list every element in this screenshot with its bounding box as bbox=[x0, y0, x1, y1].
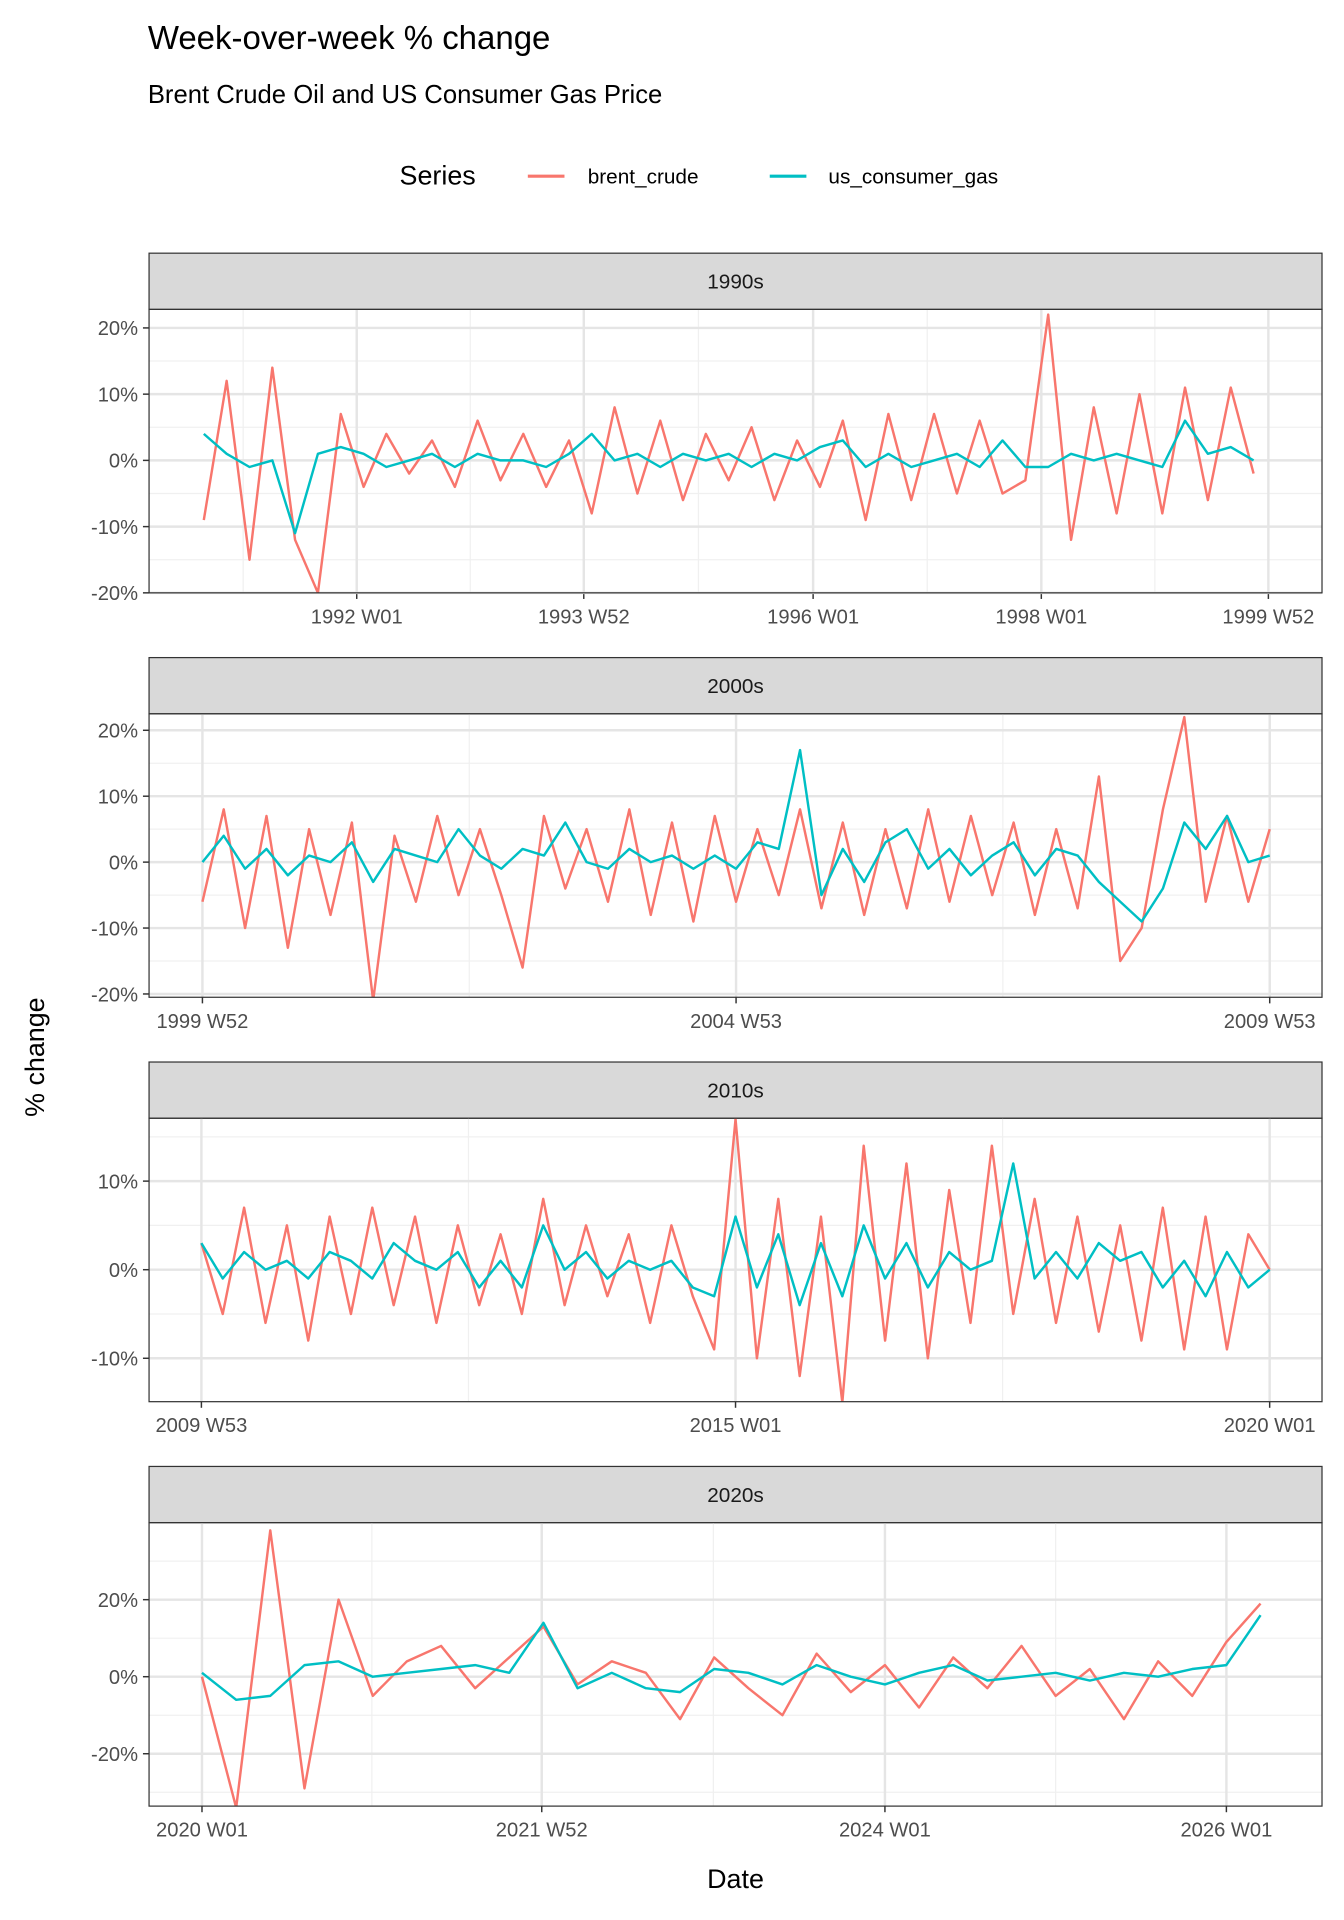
facet-strip-label: 2000s bbox=[707, 675, 764, 698]
x-tick-label: 1992 W01 bbox=[311, 606, 403, 628]
facet-strip-label: 2010s bbox=[707, 1079, 764, 1102]
y-tick-label: -20% bbox=[91, 984, 138, 1006]
series-line-brent-crude bbox=[202, 313, 1255, 593]
series-line-brent-crude bbox=[201, 715, 1271, 998]
y-axis-title: % change bbox=[20, 997, 50, 1117]
facet-panel-2010s: 2010s 2009 W53 2015 W01 2020 W01 -10% 0% 10% bbox=[91, 1061, 1323, 1437]
y-tick-label: 20% bbox=[98, 318, 138, 340]
series-line-us-consumer-gas bbox=[200, 1162, 1271, 1307]
facet-panels: 1990s 1992 W01 1993 W52 1996 W01 1998 W01 199… bbox=[91, 252, 1323, 1842]
series-line-us-consumer-gas bbox=[202, 419, 1255, 535]
series-line-brent-crude bbox=[200, 1118, 1271, 1402]
x-tick-label: 1993 W52 bbox=[538, 606, 630, 628]
y-tick-label: 0% bbox=[109, 852, 138, 874]
panel-border bbox=[148, 713, 1323, 998]
facet-panel-2020s: 2020s 2020 W01 2021 W52 2024 W01 2026 W01 -20… bbox=[91, 1465, 1323, 1842]
y-tick-label: 20% bbox=[98, 721, 138, 743]
y-tick-label: 10% bbox=[98, 384, 138, 406]
legend-label-us-consumer-gas: us_consumer_gas bbox=[828, 166, 998, 189]
x-axis-title: Date bbox=[707, 1864, 764, 1894]
facet-strip bbox=[148, 1465, 1323, 1524]
legend: Series brent_crude us_consumer_gas bbox=[400, 161, 999, 191]
y-tick-label: 0% bbox=[109, 1260, 138, 1282]
x-tick-label: 2015 W01 bbox=[690, 1415, 782, 1437]
chart-title: Week-over-week % change bbox=[148, 19, 551, 56]
x-tick-label: 1999 W52 bbox=[1222, 606, 1314, 628]
x-tick-label: 2009 W53 bbox=[155, 1415, 247, 1437]
x-tick-label: 2004 W53 bbox=[690, 1011, 782, 1033]
panel-border bbox=[148, 1117, 1323, 1403]
x-tick-label: 2024 W01 bbox=[839, 1820, 931, 1842]
x-tick-label: 2020 W01 bbox=[1224, 1415, 1316, 1437]
legend-title: Series bbox=[400, 161, 476, 191]
facet-panel-1990s: 1990s 1992 W01 1993 W52 1996 W01 1998 W01 199… bbox=[91, 252, 1323, 628]
y-tick-label: 10% bbox=[98, 1171, 138, 1193]
x-tick-label: 1996 W01 bbox=[767, 606, 859, 628]
series-line-brent-crude bbox=[200, 1529, 1262, 1807]
y-tick-label: 0% bbox=[109, 1667, 138, 1689]
y-tick-label: 20% bbox=[98, 1590, 138, 1612]
y-tick-label: -10% bbox=[91, 918, 138, 940]
y-tick-label: -10% bbox=[91, 517, 138, 539]
y-tick-label: -10% bbox=[91, 1349, 138, 1371]
facet-strip-label: 2020s bbox=[707, 1484, 764, 1507]
chart-subtitle: Brent Crude Oil and US Consumer Gas Pric… bbox=[148, 81, 662, 109]
series-line-us-consumer-gas bbox=[201, 748, 1271, 923]
panel-border bbox=[148, 1522, 1323, 1807]
facet-strip bbox=[148, 656, 1323, 715]
x-tick-label: 2020 W01 bbox=[156, 1820, 248, 1842]
facet-panel-2000s: 2000s 1999 W52 2004 W53 2009 W53 -20% -10% 0% 1… bbox=[91, 656, 1323, 1033]
x-tick-label: 2009 W53 bbox=[1224, 1011, 1316, 1033]
facet-strip bbox=[148, 252, 1323, 310]
panel-border bbox=[148, 308, 1323, 594]
legend-label-brent-crude: brent_crude bbox=[588, 166, 699, 189]
y-tick-label: -20% bbox=[91, 583, 138, 605]
x-tick-label: 2026 W01 bbox=[1180, 1820, 1272, 1842]
x-tick-label: 2021 W52 bbox=[496, 1820, 588, 1842]
facet-strip-label: 1990s bbox=[707, 271, 764, 294]
x-tick-label: 1999 W52 bbox=[156, 1011, 248, 1033]
x-tick-label: 1998 W01 bbox=[995, 606, 1087, 628]
y-tick-label: 10% bbox=[98, 787, 138, 809]
series-line-us-consumer-gas bbox=[201, 1614, 1262, 1702]
y-tick-label: 0% bbox=[109, 451, 138, 473]
y-tick-label: -20% bbox=[91, 1744, 138, 1766]
